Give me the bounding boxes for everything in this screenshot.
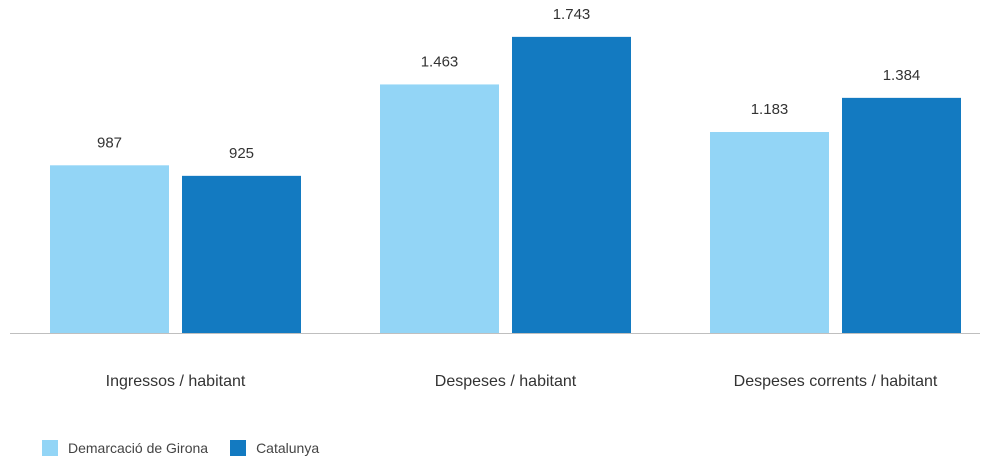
bar-demarcacio-de-girona-ingressos-habitant [50,165,169,333]
legend-item-girona: Demarcació de Girona [42,440,208,456]
bar-demarcacio-de-girona-despeses-corrents-habitant [710,132,829,333]
data-label-catalunya-despeses-habitant: 1.743 [553,6,591,23]
data-label-demarcacio-de-girona-despeses-corrents-habitant: 1.183 [751,101,789,118]
data-label-demarcacio-de-girona-despeses-habitant: 1.463 [421,53,459,70]
legend: Demarcació de Girona Catalunya [42,440,341,456]
data-label-demarcacio-de-girona-ingressos-habitant: 987 [97,134,122,151]
bar-catalunya-ingressos-habitant [182,175,301,333]
legend-item-catalunya: Catalunya [230,440,319,456]
category-label-ingressos-habitant: Ingressos / habitant [106,373,246,390]
data-label-catalunya-ingressos-habitant: 925 [229,145,254,162]
bar-demarcacio-de-girona-despeses-habitant [380,84,499,333]
bar-catalunya-despeses-corrents-habitant [842,97,961,333]
legend-swatch-catalunya [230,440,247,456]
legend-label-girona: Demarcació de Girona [68,440,209,456]
data-label-catalunya-despeses-corrents-habitant: 1.384 [883,67,921,84]
category-label-despeses-corrents-habitant: Despeses corrents / habitant [734,373,938,390]
bar-catalunya-despeses-habitant [512,36,631,333]
category-label-despeses-habitant: Despeses / habitant [435,373,577,390]
legend-label-catalunya: Catalunya [256,440,320,456]
legend-swatch-girona [42,440,58,456]
